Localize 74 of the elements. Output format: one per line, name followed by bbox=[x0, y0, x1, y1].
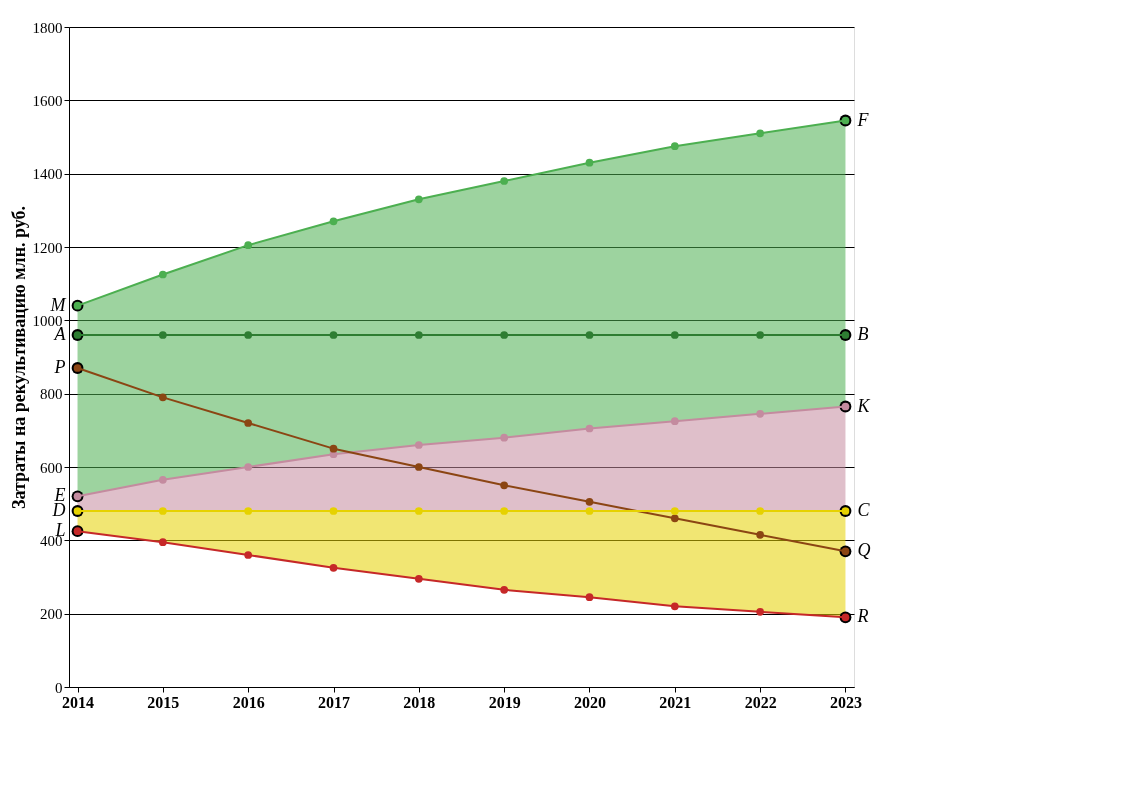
annotation: P bbox=[53, 357, 66, 377]
y-tick-label: 1800 bbox=[32, 19, 63, 36]
point bbox=[670, 417, 679, 426]
point bbox=[670, 514, 679, 523]
y-tick-label: 1600 bbox=[32, 92, 63, 109]
annotation: R bbox=[856, 606, 869, 627]
x-tick-label: 2021 bbox=[659, 693, 692, 711]
point bbox=[329, 507, 338, 515]
point bbox=[756, 409, 765, 418]
point bbox=[500, 433, 509, 442]
point bbox=[756, 129, 765, 138]
point bbox=[244, 551, 253, 559]
x-tick-label: 2023 bbox=[829, 693, 862, 711]
point bbox=[585, 497, 594, 506]
x-tick-label: 2020 bbox=[573, 693, 606, 711]
point bbox=[244, 463, 253, 471]
point bbox=[158, 393, 167, 402]
y-tick-label: 1200 bbox=[32, 239, 63, 256]
point bbox=[244, 331, 253, 339]
annotation: M bbox=[49, 294, 67, 315]
y-tick-label: 0 bbox=[55, 679, 63, 696]
point bbox=[585, 593, 594, 602]
annotation: B bbox=[857, 324, 869, 344]
point bbox=[158, 331, 167, 339]
point bbox=[585, 331, 594, 339]
point bbox=[244, 241, 253, 250]
point bbox=[414, 195, 423, 204]
point bbox=[329, 444, 338, 453]
point bbox=[670, 142, 679, 151]
point bbox=[414, 463, 423, 471]
annotation: K bbox=[856, 395, 871, 416]
point bbox=[414, 331, 423, 339]
point bbox=[414, 574, 423, 583]
point bbox=[500, 585, 509, 594]
point bbox=[158, 270, 167, 279]
point bbox=[670, 602, 679, 611]
point bbox=[756, 507, 765, 515]
x-tick-label: 2016 bbox=[232, 693, 265, 711]
x-tick-label: 2015 bbox=[147, 693, 180, 711]
y-tick-label: 200 bbox=[40, 606, 63, 623]
x-tick-label: 2017 bbox=[318, 693, 351, 711]
point bbox=[670, 331, 679, 339]
annotation: C bbox=[857, 500, 871, 520]
point bbox=[585, 424, 594, 433]
point bbox=[756, 607, 765, 616]
point bbox=[158, 475, 167, 484]
point bbox=[158, 538, 167, 547]
point bbox=[500, 507, 509, 515]
point bbox=[500, 481, 509, 490]
y-tick-label: 600 bbox=[40, 459, 63, 476]
point bbox=[756, 331, 765, 339]
point bbox=[500, 331, 509, 339]
annotation: Q bbox=[857, 540, 871, 561]
point bbox=[329, 217, 338, 226]
x-tick-label: 2019 bbox=[488, 693, 521, 711]
point bbox=[756, 530, 765, 539]
x-tick-label: 2018 bbox=[403, 693, 436, 711]
y-tick-label: 1400 bbox=[32, 166, 63, 183]
point bbox=[244, 507, 253, 515]
point bbox=[158, 507, 167, 515]
point bbox=[670, 507, 679, 515]
point bbox=[244, 419, 253, 427]
point bbox=[329, 563, 338, 572]
x-tick-label: 2022 bbox=[744, 693, 777, 711]
y-tick-label: 800 bbox=[40, 386, 63, 403]
y-axis-title: Затраты на рекультивацию млн. руб. bbox=[8, 205, 29, 510]
point bbox=[500, 177, 509, 185]
point bbox=[414, 507, 423, 515]
annotation: F bbox=[856, 109, 870, 130]
point bbox=[329, 331, 338, 339]
point bbox=[585, 507, 594, 515]
x-tick-label: 2014 bbox=[62, 693, 95, 711]
point bbox=[585, 158, 594, 167]
point bbox=[414, 441, 423, 449]
